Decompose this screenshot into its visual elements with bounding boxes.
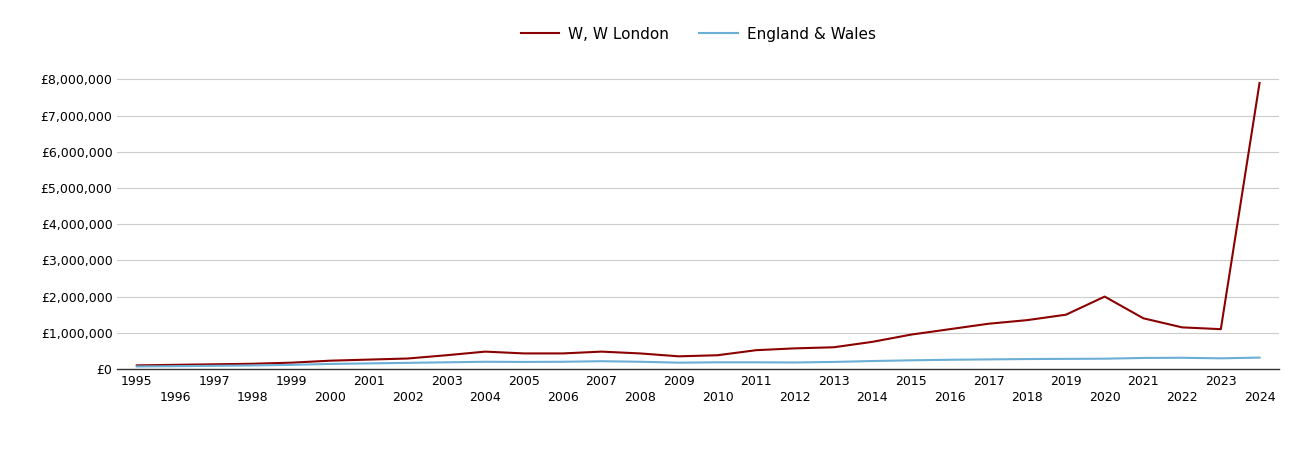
W, W London xyxy=(865,339,881,345)
W, W London xyxy=(1251,80,1267,86)
England & Wales xyxy=(1096,356,1112,361)
W, W London xyxy=(632,351,647,356)
W, W London xyxy=(787,346,803,351)
W, W London xyxy=(671,354,686,359)
W, W London xyxy=(322,358,338,363)
Line: W, W London: W, W London xyxy=(137,83,1259,365)
W, W London xyxy=(1096,294,1112,299)
England & Wales xyxy=(322,361,338,367)
W, W London xyxy=(748,347,763,353)
W, W London xyxy=(438,352,454,358)
England & Wales xyxy=(748,360,763,365)
W, W London xyxy=(942,326,958,332)
England & Wales xyxy=(206,363,222,369)
W, W London xyxy=(478,349,493,354)
W, W London xyxy=(594,349,609,354)
England & Wales xyxy=(1135,355,1151,360)
W, W London xyxy=(981,321,997,326)
England & Wales xyxy=(903,358,919,363)
Line: England & Wales: England & Wales xyxy=(137,358,1259,366)
England & Wales xyxy=(942,357,958,362)
England & Wales xyxy=(399,360,415,365)
W, W London xyxy=(710,352,726,358)
England & Wales xyxy=(1019,356,1035,362)
England & Wales xyxy=(555,359,570,364)
W, W London xyxy=(206,362,222,367)
England & Wales xyxy=(1058,356,1074,361)
W, W London xyxy=(1019,317,1035,323)
W, W London xyxy=(399,356,415,361)
England & Wales xyxy=(283,362,299,368)
W, W London xyxy=(1058,312,1074,317)
W, W London xyxy=(129,363,145,368)
England & Wales xyxy=(1212,356,1228,361)
W, W London xyxy=(245,361,261,366)
England & Wales xyxy=(787,360,803,365)
England & Wales xyxy=(1251,355,1267,360)
England & Wales xyxy=(671,360,686,365)
W, W London xyxy=(361,357,377,362)
W, W London xyxy=(555,351,570,356)
England & Wales xyxy=(245,363,261,368)
England & Wales xyxy=(865,358,881,364)
W, W London xyxy=(168,362,184,368)
England & Wales xyxy=(517,359,532,364)
England & Wales xyxy=(710,360,726,365)
Legend: W, W London, England & Wales: W, W London, England & Wales xyxy=(514,21,882,48)
W, W London xyxy=(1135,315,1151,321)
England & Wales xyxy=(1174,355,1190,360)
W, W London xyxy=(1212,326,1228,332)
W, W London xyxy=(903,332,919,338)
W, W London xyxy=(826,345,842,350)
England & Wales xyxy=(478,359,493,364)
England & Wales xyxy=(981,357,997,362)
England & Wales xyxy=(129,364,145,369)
England & Wales xyxy=(632,359,647,364)
W, W London xyxy=(517,351,532,356)
England & Wales xyxy=(168,364,184,369)
England & Wales xyxy=(594,359,609,364)
W, W London xyxy=(1174,324,1190,330)
England & Wales xyxy=(361,361,377,366)
England & Wales xyxy=(826,359,842,364)
W, W London xyxy=(283,360,299,365)
England & Wales xyxy=(438,360,454,365)
